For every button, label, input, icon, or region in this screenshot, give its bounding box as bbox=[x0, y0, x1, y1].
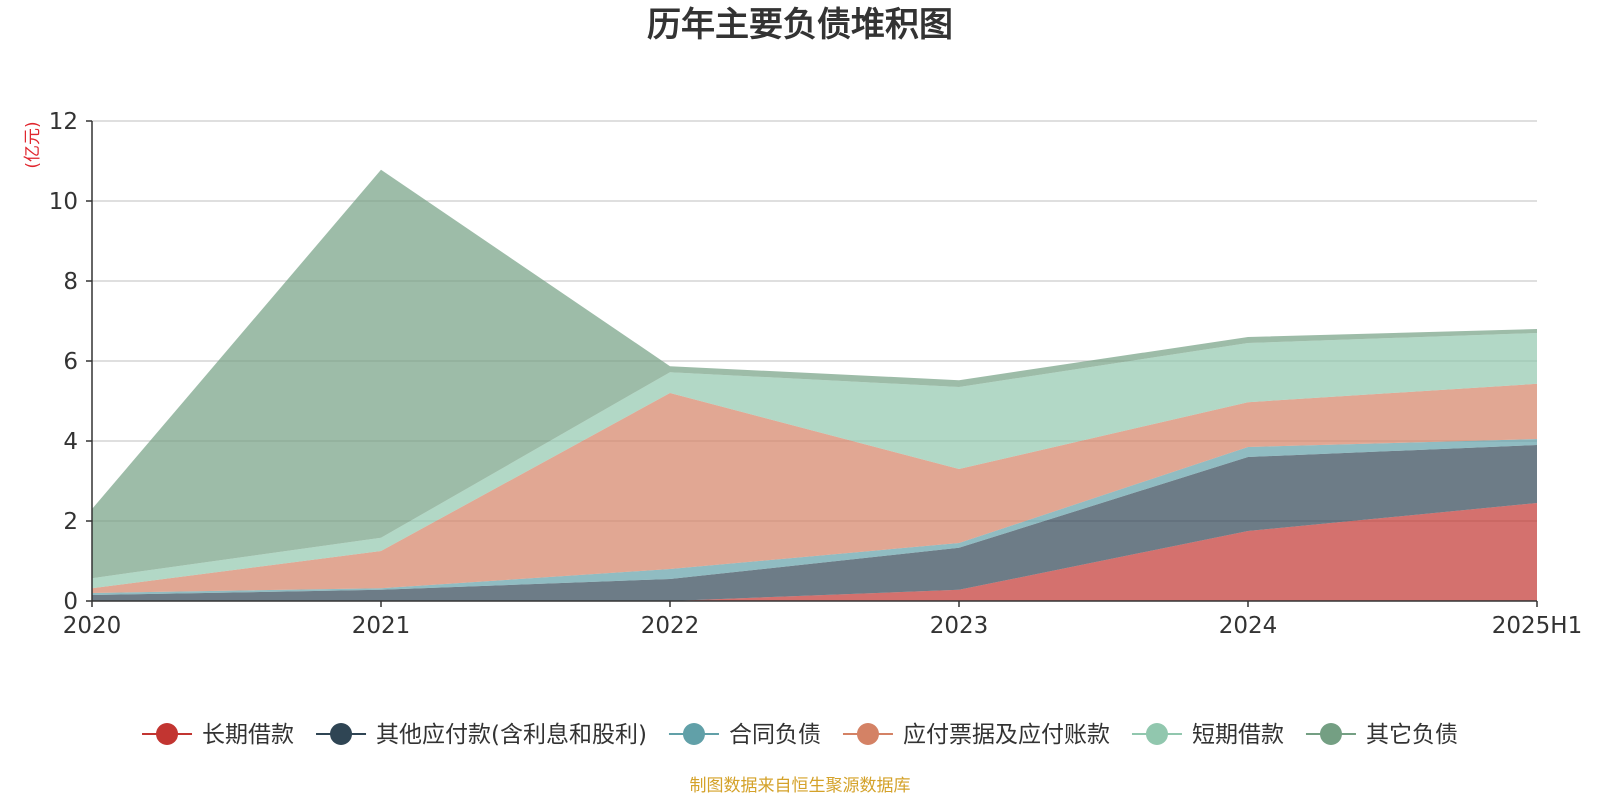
legend-label: 其它负债 bbox=[1366, 722, 1458, 748]
x-tick-label: 2021 bbox=[352, 613, 411, 639]
x-tick-label: 2024 bbox=[1219, 613, 1278, 639]
x-tick-label: 2025H1 bbox=[1492, 613, 1582, 639]
legend-dot-icon bbox=[1145, 723, 1168, 745]
area-series-2 bbox=[92, 445, 1537, 601]
y-axis-ticks: 0 2 4 6 8 10 12 bbox=[49, 109, 92, 615]
legend-label: 短期借款 bbox=[1192, 722, 1284, 748]
y-tick-label: 8 bbox=[63, 269, 78, 295]
x-tick-label: 2020 bbox=[63, 613, 122, 639]
legend-dot-icon bbox=[330, 723, 353, 745]
area-series bbox=[92, 169, 1537, 601]
legend-dot-icon bbox=[682, 723, 705, 745]
legend-label: 长期借款 bbox=[202, 722, 294, 748]
legend: 长期借款 其他应付款(含利息和股利) 合同负债 应付票据及应付账款 短期借款 其它负债 bbox=[142, 722, 1458, 748]
y-tick-label: 2 bbox=[63, 509, 78, 535]
y-axis-unit-label: (亿元) bbox=[23, 121, 43, 168]
area-series-1 bbox=[92, 503, 1537, 601]
y-tick-label: 0 bbox=[63, 589, 78, 615]
area-series-5 bbox=[92, 333, 1537, 589]
source-note: 制图数据来自恒生聚源数据库 bbox=[690, 776, 911, 796]
legend-dot-icon bbox=[1319, 723, 1342, 745]
legend-item-1: 长期借款 bbox=[142, 722, 294, 748]
x-axis-ticks: 2020 2021 2022 2023 2024 2025H1 bbox=[63, 601, 1582, 639]
legend-item-2: 其他应付款(含利息和股利) bbox=[316, 722, 647, 748]
chart-title: 历年主要负债堆积图 bbox=[647, 5, 953, 45]
legend-dot-icon bbox=[156, 723, 179, 745]
area-series-3 bbox=[92, 439, 1537, 595]
legend-item-6: 其它负债 bbox=[1305, 722, 1458, 748]
legend-item-5: 短期借款 bbox=[1131, 722, 1284, 748]
legend-dot-icon bbox=[856, 723, 879, 745]
y-tick-label: 12 bbox=[49, 109, 78, 135]
y-tick-label: 4 bbox=[63, 429, 78, 455]
legend-label: 合同负债 bbox=[729, 722, 821, 748]
legend-item-4: 应付票据及应付账款 bbox=[842, 722, 1110, 748]
area-series-4 bbox=[92, 383, 1537, 593]
legend-item-3: 合同负债 bbox=[668, 722, 821, 748]
x-tick-label: 2022 bbox=[641, 613, 700, 639]
legend-label: 其他应付款(含利息和股利) bbox=[376, 722, 647, 748]
y-tick-label: 10 bbox=[49, 189, 78, 215]
legend-label: 应付票据及应付账款 bbox=[903, 722, 1110, 748]
x-tick-label: 2023 bbox=[930, 613, 989, 639]
y-tick-label: 6 bbox=[63, 349, 78, 375]
area-series-6 bbox=[92, 169, 1537, 579]
